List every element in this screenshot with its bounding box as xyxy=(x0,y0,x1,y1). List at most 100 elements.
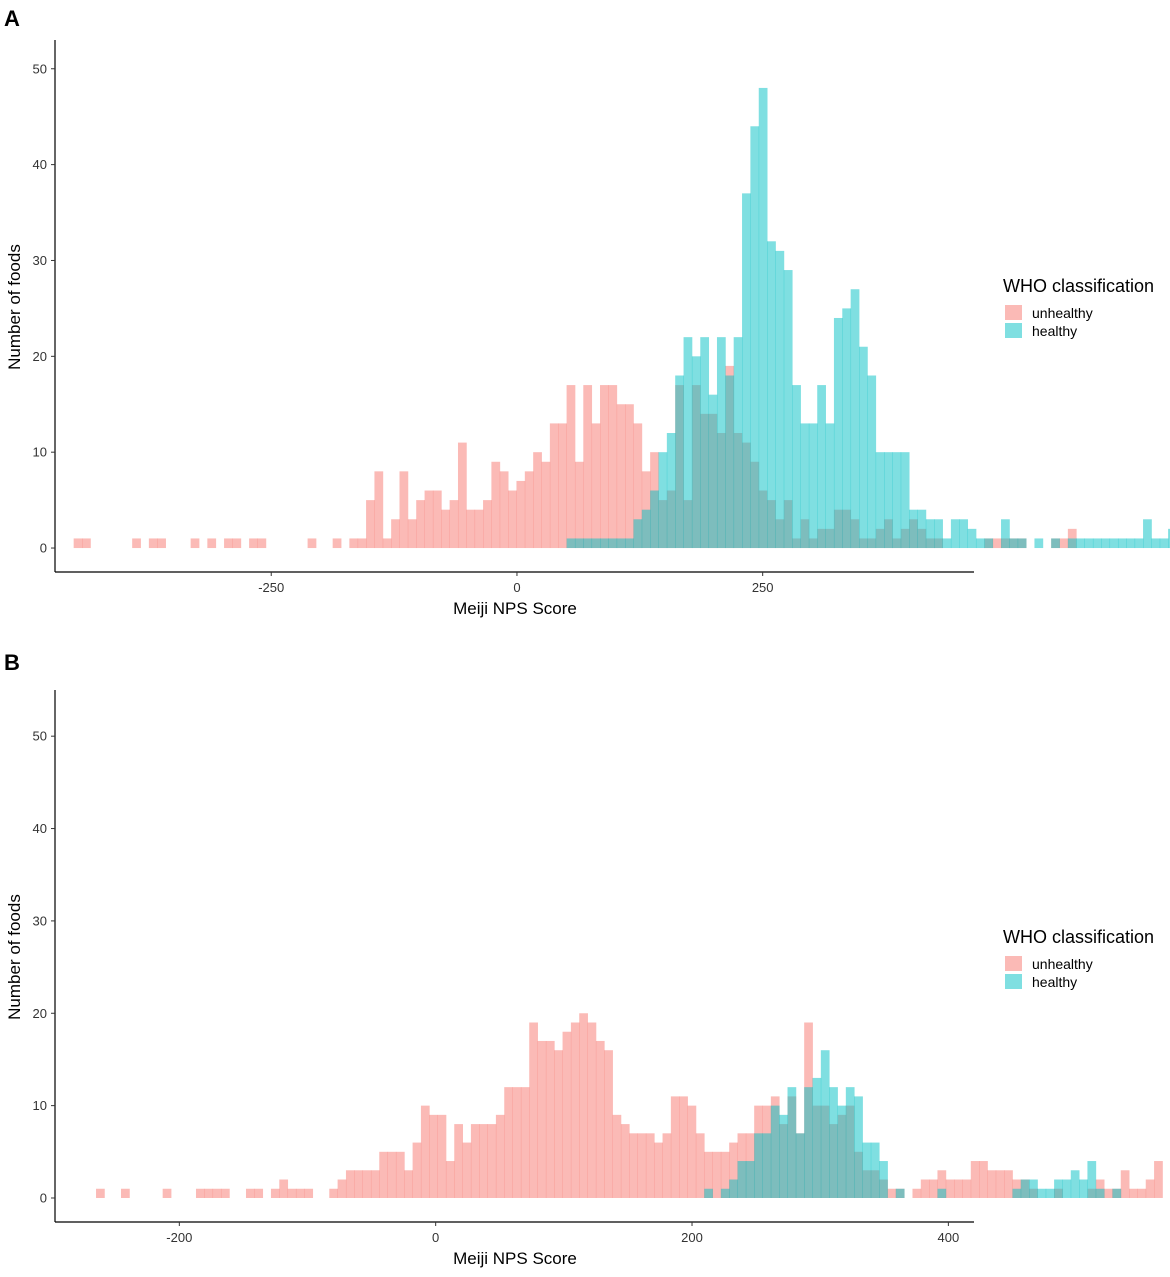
panel-b-bar-unhealthy-22 xyxy=(279,1179,289,1198)
panel-b-bar-unhealthy-38 xyxy=(412,1142,422,1198)
panel-a-bar-healthy-117 xyxy=(1051,538,1060,549)
panel-a-bar-healthy-97 xyxy=(884,452,893,549)
panel-b-bar-unhealthy-65 xyxy=(637,1133,647,1198)
panel-b-bar-healthy-81 xyxy=(770,1105,780,1198)
panel-b-y-tick-label-40: 40 xyxy=(33,821,47,836)
panel-b-bar-healthy-79 xyxy=(754,1133,763,1198)
panel-a-bar-unhealthy-40 xyxy=(407,519,417,549)
panel-b-bar-unhealthy-30 xyxy=(345,1170,355,1198)
panel-b-bar-unhealthy-33 xyxy=(370,1170,380,1198)
panel-a-bar-healthy-65 xyxy=(616,538,626,549)
panel-b-bar-healthy-73 xyxy=(704,1188,713,1198)
panel-a-bar-unhealthy-66 xyxy=(625,404,634,549)
panel-b-bar-healthy-101 xyxy=(937,1188,947,1198)
panel-a-axes: 0 10 20 30 40 50 -250 0 250 xyxy=(33,40,974,595)
panel-a-bar-unhealthy-28 xyxy=(307,538,317,549)
panel-b-bar-unhealthy-123 xyxy=(1120,1170,1130,1198)
panel-a-bar-unhealthy-118 xyxy=(1059,538,1069,549)
panel-a-bar-healthy-105 xyxy=(950,519,960,549)
panel-a-bar-healthy-64 xyxy=(608,538,618,549)
panel-a-bar-healthy-103 xyxy=(934,519,943,549)
panel-a-bar-healthy-94 xyxy=(859,346,868,549)
panel-b-bar-unhealthy-8 xyxy=(162,1188,172,1198)
panel-a-bar-unhealthy-18 xyxy=(224,538,233,549)
panel-a-bar-unhealthy-1 xyxy=(82,538,91,549)
panel-b-y-axis-title: Number of foods xyxy=(5,894,24,1020)
panel-b-bar-unhealthy-62 xyxy=(612,1114,622,1198)
panel-a-bar-healthy-108 xyxy=(975,538,985,549)
panel-a-bar-unhealthy-22 xyxy=(257,538,267,549)
panel-a-bar-healthy-78 xyxy=(725,375,735,549)
panel-a-legend-label-healthy: healthy xyxy=(1032,323,1077,339)
panel-b-bar-unhealthy-64 xyxy=(629,1133,638,1198)
panel-a-bar-healthy-91 xyxy=(833,317,843,549)
panel-a-bar-healthy-100 xyxy=(909,509,918,549)
panel-a-bar-unhealthy-63 xyxy=(600,385,609,549)
panel-b-bar-unhealthy-98 xyxy=(912,1188,922,1198)
panel-a-bar-healthy-120 xyxy=(1076,538,1085,549)
panel-a-bar-unhealthy-46 xyxy=(457,442,467,549)
panel-b-bar-unhealthy-99 xyxy=(920,1179,930,1198)
panel-b-bar-unhealthy-31 xyxy=(354,1170,364,1198)
panel-a-bar-healthy-127 xyxy=(1134,538,1144,549)
panel-a-bar-unhealthy-39 xyxy=(399,471,409,549)
panel-a-bar-healthy-96 xyxy=(875,452,885,549)
panel-b-bar-unhealthy-125 xyxy=(1137,1188,1147,1198)
panel-b-bar-healthy-113 xyxy=(1037,1188,1047,1198)
panel-a-bar-healthy-86 xyxy=(792,385,801,549)
panel-b-bar-unhealthy-71 xyxy=(687,1105,697,1198)
panel-a-bar-healthy-102 xyxy=(925,519,935,549)
panel-a-bar-healthy-68 xyxy=(641,509,651,549)
panel-a-x-tick-label-0: 0 xyxy=(513,580,520,595)
panel-a-bar-healthy-95 xyxy=(867,375,877,549)
panel-b-bar-healthy-89 xyxy=(837,1105,847,1198)
panel-a-bar-unhealthy-10 xyxy=(157,538,166,549)
panel-b-bar-unhealthy-23 xyxy=(287,1188,297,1198)
panel-a-bar-healthy-82 xyxy=(758,87,768,549)
panel-b-letter: B xyxy=(4,650,20,675)
panel-b-bar-unhealthy-3 xyxy=(121,1188,130,1198)
panel-a-bar-healthy-74 xyxy=(691,356,701,549)
panel-b-bar-unhealthy-110 xyxy=(1012,1179,1022,1198)
panel-a-bar-healthy-124 xyxy=(1109,538,1119,549)
panel-b-bar-unhealthy-108 xyxy=(995,1170,1005,1198)
panel-a-bar-unhealthy-110 xyxy=(992,538,1002,549)
panel-b-bars xyxy=(96,1013,1163,1198)
panel-a-bar-healthy-126 xyxy=(1126,538,1136,549)
panel-a-bar-healthy-63 xyxy=(600,538,609,549)
panel-b-bar-unhealthy-59 xyxy=(587,1022,597,1198)
panel-b-bar-healthy-76 xyxy=(729,1179,738,1198)
panel-a-bar-healthy-106 xyxy=(959,519,969,549)
panel-b-bar-unhealthy-45 xyxy=(470,1124,480,1198)
panel-a-bar-healthy-60 xyxy=(574,538,584,549)
panel-a-bar-unhealthy-37 xyxy=(382,538,392,549)
panel-a-bar-unhealthy-59 xyxy=(566,385,576,549)
panel-a-bar-healthy-98 xyxy=(892,452,902,549)
panel-a-bar-healthy-66 xyxy=(625,538,634,549)
panel-b-bar-healthy-119 xyxy=(1087,1161,1097,1198)
panel-a-bar-healthy-130 xyxy=(1159,538,1169,549)
panel-b-bar-unhealthy-120 xyxy=(1095,1179,1105,1198)
panel-b-bar-unhealthy-60 xyxy=(595,1040,605,1198)
panel-a-bar-unhealthy-58 xyxy=(558,423,567,549)
panel-b-bar-healthy-82 xyxy=(779,1114,788,1198)
panel-b-bar-healthy-91 xyxy=(854,1096,863,1198)
panel-a-bar-unhealthy-21 xyxy=(249,538,258,549)
panel-b-bar-healthy-110 xyxy=(1012,1188,1022,1198)
panel-b-bar-unhealthy-67 xyxy=(654,1142,663,1198)
panel-a-bar-unhealthy-61 xyxy=(583,385,593,549)
panel-b-bar-unhealthy-102 xyxy=(945,1179,955,1198)
panel-a-bar-healthy-67 xyxy=(633,519,643,549)
panel-b-bar-unhealthy-36 xyxy=(395,1151,405,1198)
panel-a-bar-healthy-89 xyxy=(817,385,826,549)
panel-a-bar-unhealthy-57 xyxy=(549,423,559,549)
panel-a-bar-unhealthy-7 xyxy=(132,538,141,549)
panel-b-bar-healthy-84 xyxy=(795,1133,805,1198)
panel-a-y-tick-label-0: 0 xyxy=(40,541,47,556)
panel-a-bar-healthy-77 xyxy=(716,337,726,549)
panel-b-bar-healthy-96 xyxy=(895,1188,905,1198)
panel-b-bar-healthy-115 xyxy=(1054,1179,1063,1198)
panel-b-bar-healthy-86 xyxy=(812,1077,822,1198)
panel-b-legend: WHO classification unhealthy healthy xyxy=(1003,927,1154,990)
